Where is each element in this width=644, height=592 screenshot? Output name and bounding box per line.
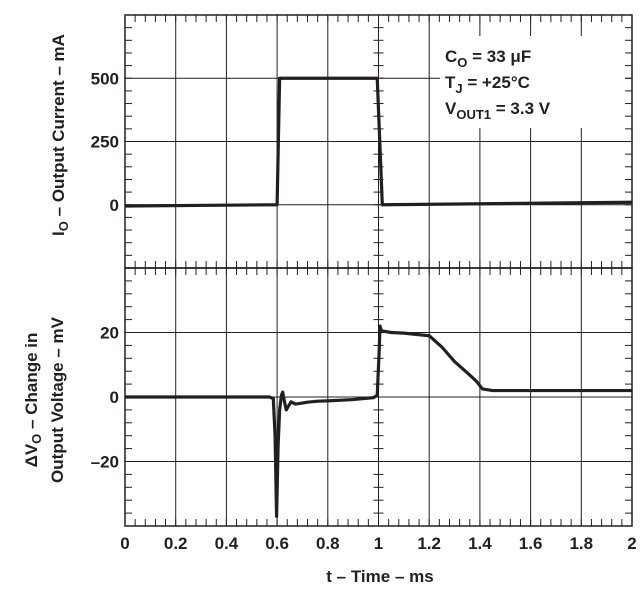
tick-labels: 0 250 500 –20 0 20 0 0.2 0.4 0.6 0.8 1 1.2 1.4 1.6 1.8 2	[91, 69, 637, 553]
series-line	[124, 76, 633, 208]
y-tick-label: –20	[91, 453, 119, 472]
y-tick-label: 500	[91, 69, 119, 88]
panel-frame	[124, 267, 633, 527]
x-tick-label: 1.8	[569, 534, 593, 553]
y-axis-title-current: IO – Output Current – mA	[49, 34, 71, 236]
x-tick-label: 1.4	[468, 534, 492, 553]
x-axis-title: t – Time – ms	[326, 567, 433, 586]
x-tick-label: 0	[120, 534, 129, 553]
data-lines	[124, 76, 633, 518]
annotation-voltage: VOUT1 = 3.3 V	[445, 99, 551, 122]
y-tick-label: 0	[110, 196, 119, 215]
annotation-voltage-sub: OUT1	[456, 107, 491, 122]
x-tick-label: 1	[374, 534, 383, 553]
annotation-capacitance-prefix: C	[445, 47, 457, 66]
conditions-annotation: CO = 33 μF TJ = +25°C VOUT1 = 3.3 V	[440, 36, 625, 128]
y-tick-label: 250	[91, 133, 119, 152]
annotation-temperature-rest: = +25°C	[463, 73, 530, 92]
annotation-capacitance-rest: = 33 μF	[467, 47, 531, 66]
x-tick-label: 0.8	[316, 534, 340, 553]
x-tick-label: 1.6	[519, 534, 543, 553]
x-tick-label: 0.6	[265, 534, 289, 553]
y-axis-title-current-prefix: I	[49, 231, 68, 236]
y-axis-title-voltage-prefix: ΔV	[22, 443, 41, 467]
y-axis-title-current-sub: O	[56, 221, 71, 231]
y-axis-title-current-rest: – Output Current – mA	[49, 34, 68, 221]
annotation-temperature: TJ = +25°C	[445, 73, 530, 96]
y-axis-title-voltage-sub: O	[29, 434, 44, 444]
plot-frame	[124, 14, 633, 527]
annotation-background	[440, 36, 625, 128]
y-axis-title-voltage-rest: – Change in	[22, 333, 41, 434]
annotation-temperature-sub: J	[455, 81, 462, 96]
y-tick-label: 0	[110, 388, 119, 407]
annotation-capacitance-sub: O	[457, 55, 467, 70]
series-line	[125, 324, 632, 518]
x-tick-label: 2	[627, 534, 636, 553]
y-tick-label: 20	[100, 324, 119, 343]
annotation-capacitance: CO = 33 μF	[445, 47, 531, 70]
y-axis-title-voltage-line2: Output Voltage – mV	[48, 316, 67, 483]
y-axis-title-voltage-line1: ΔVO – Change in	[22, 333, 44, 468]
annotation-voltage-prefix: V	[445, 99, 457, 118]
annotation-voltage-rest: = 3.3 V	[491, 99, 551, 118]
x-tick-label: 0.4	[215, 534, 239, 553]
annotation-temperature-prefix: T	[445, 73, 456, 92]
x-tick-label: 0.2	[164, 534, 188, 553]
x-tick-label: 1.2	[417, 534, 441, 553]
